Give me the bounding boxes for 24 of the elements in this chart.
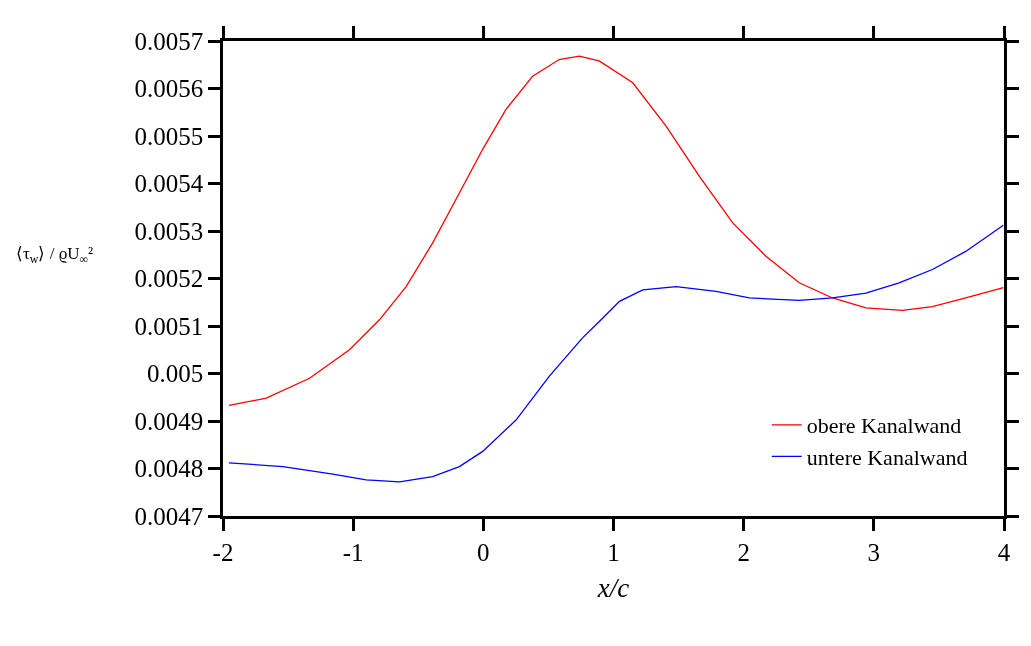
- y-tick-label: 0.0052: [134, 265, 204, 293]
- x-tick-label: 4: [997, 538, 1011, 566]
- x-tick-label: -1: [342, 538, 364, 566]
- line-series: [228, 224, 1004, 483]
- legend-label: untere Kanalwand: [806, 444, 968, 470]
- y-tick-label: 0.0047: [134, 502, 204, 530]
- y-tick-label: 0.005: [147, 360, 204, 388]
- x-axis-title: x/c: [596, 573, 630, 604]
- y-tick-label: 0.0054: [134, 170, 204, 198]
- y-tick-label: 0.0053: [134, 217, 204, 245]
- y-tick-label: 0.0056: [134, 75, 204, 103]
- y-tick-label: 0.0051: [134, 312, 204, 340]
- x-tick-label: 2: [737, 538, 750, 566]
- y-tick-label: 0.0057: [134, 27, 204, 55]
- x-tick-label: 3: [867, 538, 881, 566]
- y-axis-title: ⟨τ$_{w}$⟩ / ϱU$_{∞}$²: [16, 244, 94, 266]
- x-tick-label: -2: [212, 538, 234, 566]
- x-tick-label: 1: [607, 538, 620, 566]
- y-tick-label: 0.0055: [134, 122, 204, 150]
- y-tick-label: 0.0048: [134, 455, 204, 483]
- line-series: [228, 55, 1004, 406]
- legend-label: obere Kanalwand: [806, 413, 962, 439]
- x-tick-label: 0: [477, 538, 490, 566]
- y-tick-label: 0.0049: [134, 407, 204, 435]
